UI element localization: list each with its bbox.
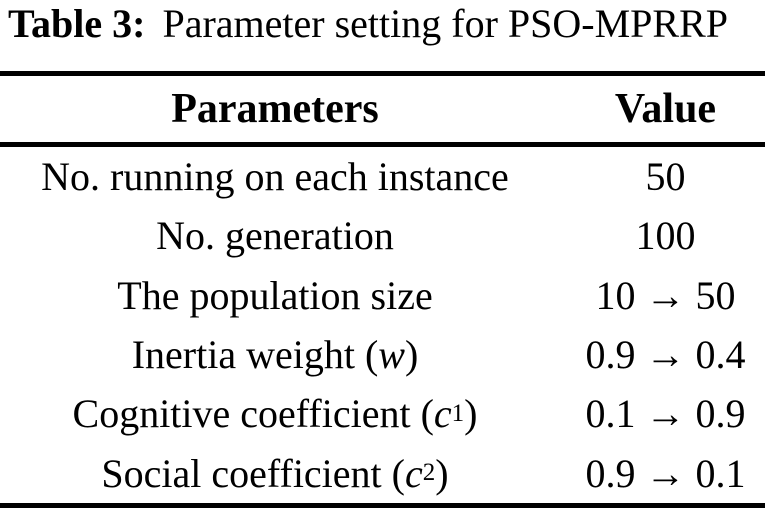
value-cell: 50 [645, 154, 686, 200]
table-row: No. generation 100 [0, 206, 765, 265]
table-rule-bottom [0, 503, 765, 508]
table-body: No. running on each instance 50 No. gene… [0, 147, 765, 503]
value-cell: 10 → 50 [595, 272, 736, 318]
table-caption: Table 3: Parameter setting for PSO-MPRRP [8, 0, 728, 48]
table-row: Cognitive coefficient (c 1) 0.1 → 0.9 [0, 384, 765, 443]
parameter-cell: Inertia weight (w) [131, 332, 419, 378]
value-cell: 0.9 → 0.1 [585, 450, 746, 496]
table-rule-top [0, 71, 765, 76]
parameter-cell: Cognitive coefficient (c 1) [72, 391, 478, 437]
table-caption-text: Parameter setting for PSO-MPRRP [162, 1, 728, 46]
header-value: Value [614, 86, 717, 132]
table-row: No. running on each instance 50 [0, 147, 765, 206]
table-rule-middle [0, 142, 765, 147]
table-header-row: Parameters Value [0, 76, 765, 142]
table-row: The population size 10 → 50 [0, 266, 765, 325]
table-row: Inertia weight (w) 0.9 → 0.4 [0, 325, 765, 384]
table-caption-label: Table 3: [8, 1, 146, 46]
value-cell: 100 [635, 213, 696, 259]
parameter-cell: No. generation [156, 213, 394, 259]
parameter-cell: No. running on each instance [41, 154, 509, 200]
table-row: Social coefficient (c 2) 0.9 → 0.1 [0, 443, 765, 502]
parameter-cell: The population size [117, 272, 433, 318]
header-parameters: Parameters [171, 86, 379, 132]
value-cell: 0.1 → 0.9 [585, 391, 746, 437]
value-cell: 0.9 → 0.4 [585, 332, 746, 378]
parameter-cell: Social coefficient (c 2) [101, 450, 449, 496]
